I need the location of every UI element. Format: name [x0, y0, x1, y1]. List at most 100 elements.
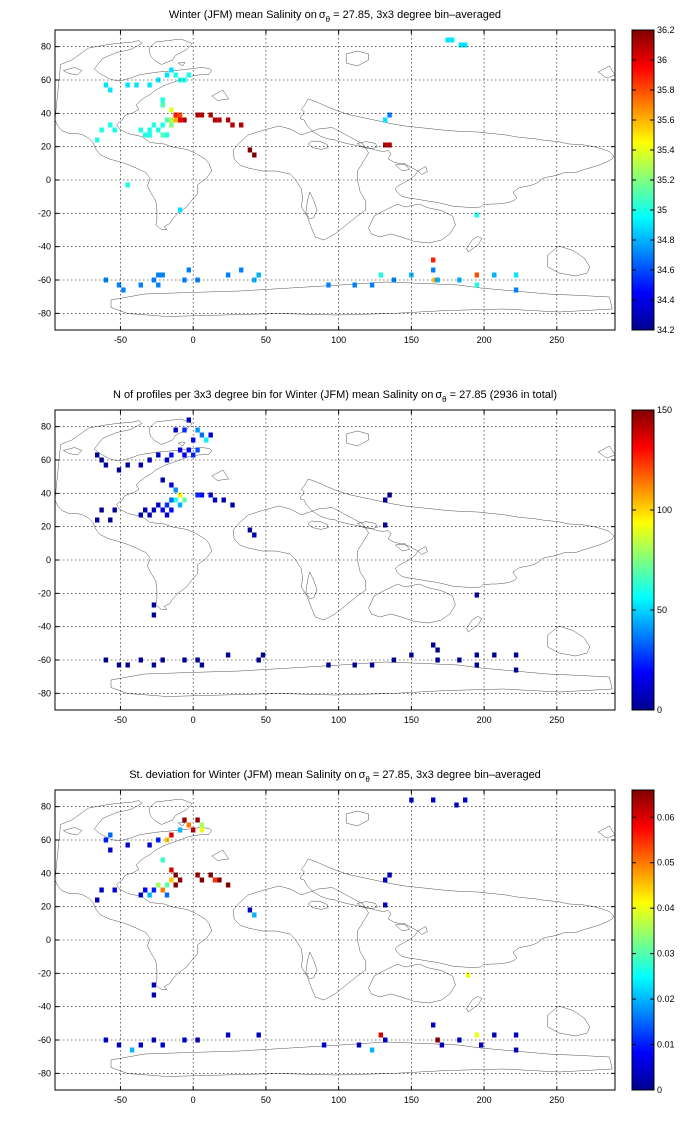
- data-cells: [95, 417, 519, 673]
- data-cell: [195, 657, 200, 663]
- data-cell: [199, 662, 205, 668]
- y-tick-label: 0: [46, 935, 51, 945]
- data-cell: [383, 142, 388, 148]
- colorbar-tick-label: 0: [657, 705, 662, 715]
- y-tick-label: -60: [38, 655, 51, 665]
- colorbar-tick-label: 0: [657, 1085, 662, 1095]
- data-cells: [95, 797, 519, 1053]
- colorbar-tick-label: 0.02: [657, 994, 675, 1004]
- data-cell: [391, 277, 397, 283]
- chart-title: N of profiles per 3x3 degree bin for Win…: [113, 389, 557, 404]
- x-tick-label: 200: [477, 715, 492, 725]
- x-tick-label: 250: [549, 335, 564, 345]
- data-cell: [199, 492, 205, 498]
- coastline-map: [55, 798, 615, 1077]
- x-tick-label: -50: [114, 335, 127, 345]
- data-cell: [173, 487, 178, 493]
- data-cell: [369, 662, 375, 668]
- y-tick-label: 60: [41, 75, 51, 85]
- data-cell: [156, 502, 161, 508]
- colorbar: 0.06 0.05 0.04 0.03 0.02 0.01 0: [631, 789, 675, 1095]
- data-cell: [492, 652, 497, 658]
- data-cell: [431, 1022, 436, 1028]
- colorbar-tick-label: 0.06: [657, 812, 675, 822]
- data-cell: [95, 137, 100, 143]
- data-cell: [458, 42, 463, 48]
- data-cell: [173, 872, 178, 878]
- data-cell: [432, 277, 437, 283]
- data-cell: [225, 882, 231, 888]
- data-cell: [492, 1032, 497, 1038]
- colorbar-tick-label: 100: [657, 505, 672, 515]
- data-cell: [247, 907, 253, 913]
- colorbar: 150 100 50 0: [631, 405, 672, 715]
- data-cell: [169, 877, 174, 883]
- x-tick-label: 200: [477, 335, 492, 345]
- x-tick-label: 50: [261, 715, 271, 725]
- data-cell: [164, 512, 170, 518]
- data-cell: [151, 507, 157, 513]
- data-cell: [143, 887, 148, 893]
- data-cell: [449, 37, 455, 43]
- data-cell: [160, 857, 165, 863]
- data-cell: [143, 507, 148, 513]
- data-cell: [116, 282, 122, 288]
- data-cell: [431, 642, 436, 648]
- data-cell: [369, 1047, 375, 1053]
- data-cell: [121, 287, 126, 293]
- colorbar-tick-label: 150: [657, 405, 672, 415]
- data-cell: [225, 117, 231, 123]
- data-cell: [147, 892, 152, 898]
- data-cell: [383, 1037, 388, 1043]
- data-cell: [156, 272, 161, 278]
- colorbar-tick-label: 36.2: [657, 25, 675, 35]
- data-cell: [186, 822, 191, 828]
- data-cell: [164, 882, 170, 888]
- data-cell: [151, 602, 157, 608]
- chart-title-text: N of profiles per 3x3 degree bin for Win…: [113, 389, 557, 404]
- data-cell: [177, 877, 183, 883]
- data-cell: [186, 72, 191, 78]
- x-tick-label: 100: [331, 1095, 346, 1105]
- data-cell: [435, 1037, 440, 1043]
- data-cell: [164, 117, 170, 123]
- data-cell: [169, 832, 174, 838]
- data-cell: [230, 122, 235, 128]
- data-cell: [160, 507, 165, 513]
- data-cell: [463, 797, 468, 803]
- data-cell: [435, 657, 440, 663]
- data-cell: [103, 462, 109, 468]
- data-cell: [239, 267, 244, 273]
- data-cell: [177, 112, 183, 118]
- data-cell: [182, 452, 187, 458]
- data-cell: [151, 1037, 157, 1043]
- data-cell: [112, 507, 117, 513]
- colorbar-tick-label: 36: [657, 55, 667, 65]
- data-cell: [474, 1032, 479, 1038]
- data-cell: [103, 1037, 109, 1043]
- data-cell: [151, 122, 157, 128]
- y-tick-label: -80: [38, 308, 51, 318]
- y-tick-label: 0: [46, 555, 51, 565]
- data-cell: [182, 117, 187, 123]
- data-cell: [454, 802, 459, 808]
- data-cell: [182, 427, 187, 433]
- data-cell: [103, 837, 109, 843]
- data-cell: [160, 97, 165, 103]
- data-cell: [212, 117, 218, 123]
- data-cell: [199, 822, 205, 828]
- data-cell: [256, 272, 261, 278]
- data-cell: [116, 1042, 122, 1048]
- grid-lines: [55, 790, 615, 1090]
- chart-title: St. deviation for Winter (JFM) mean Sali…: [129, 769, 541, 784]
- data-cell: [195, 427, 200, 433]
- data-cell: [151, 277, 157, 283]
- data-cell: [409, 797, 414, 803]
- data-cell: [160, 272, 165, 278]
- data-cell: [160, 132, 165, 138]
- data-cell: [164, 72, 170, 78]
- data-cell: [156, 452, 161, 458]
- x-tick-label: 200: [477, 1095, 492, 1105]
- data-cell: [186, 267, 191, 273]
- data-cell: [103, 657, 109, 663]
